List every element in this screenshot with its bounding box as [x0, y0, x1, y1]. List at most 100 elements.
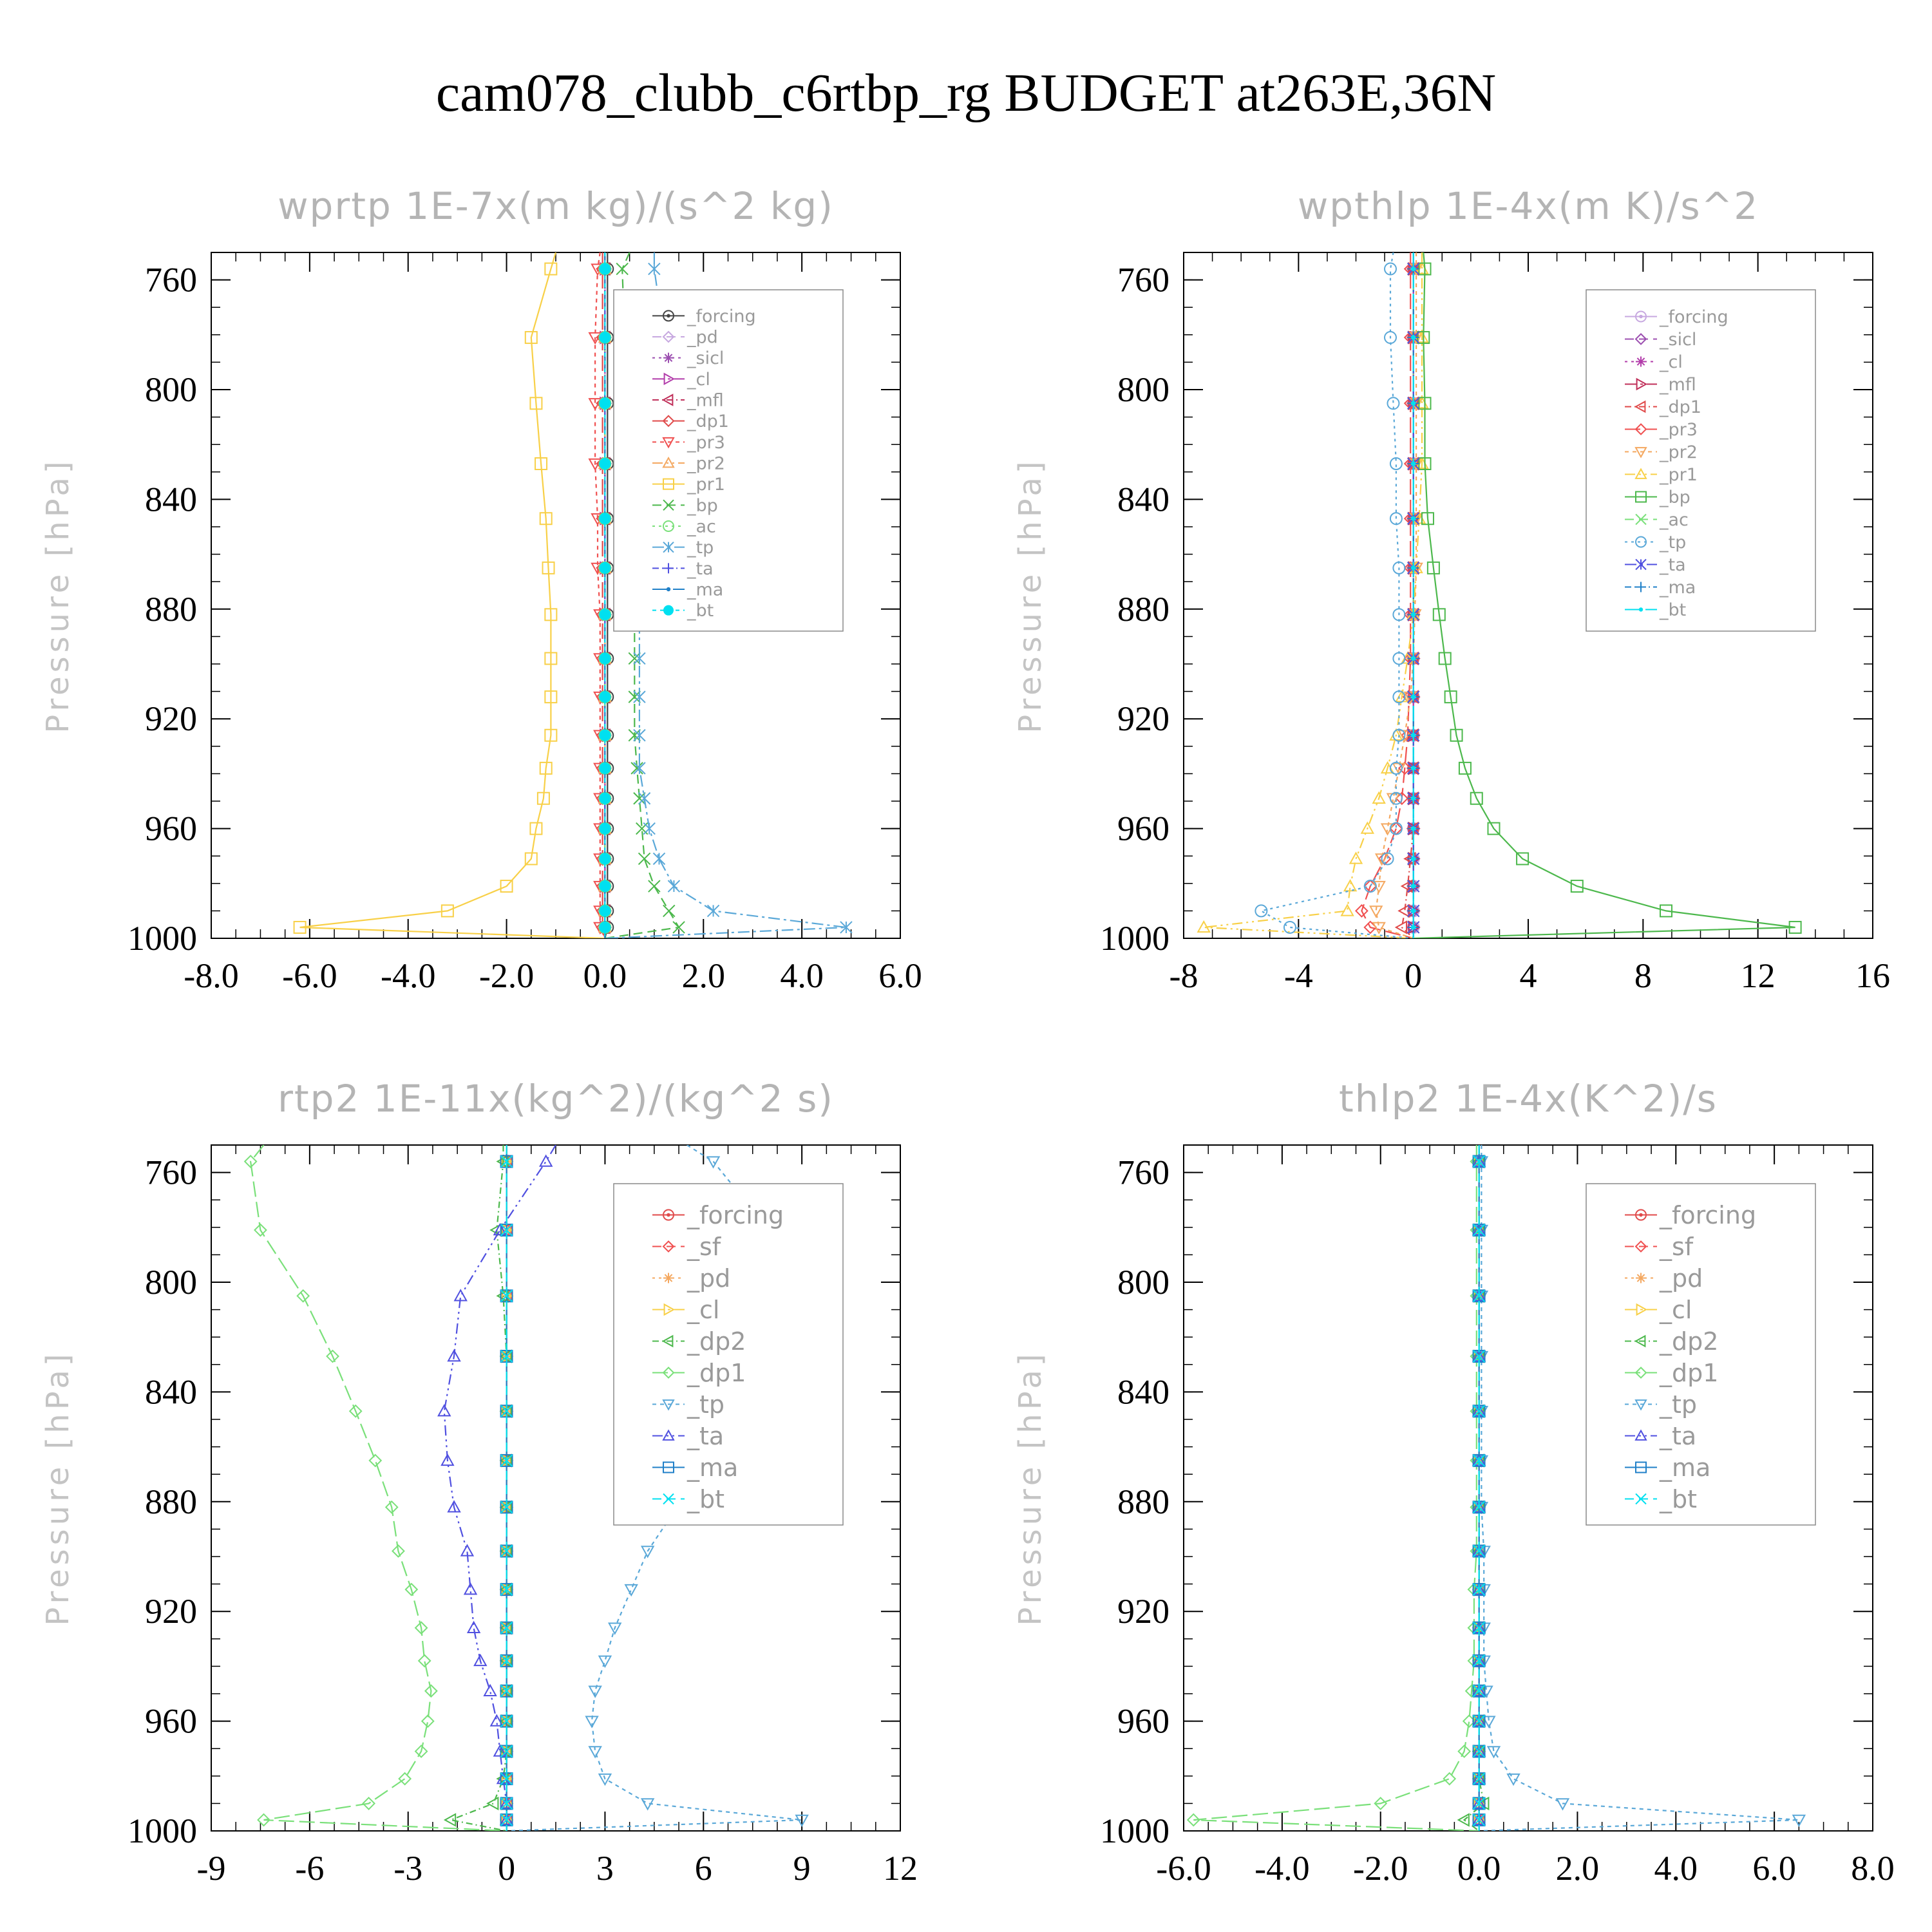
data-point — [1360, 821, 1375, 834]
data-point — [500, 1583, 513, 1596]
series-forcing — [601, 252, 614, 938]
data-point — [500, 1714, 513, 1728]
data-point — [447, 1500, 461, 1513]
legend-entry: _ma — [1659, 1454, 1710, 1482]
data-point — [1411, 826, 1416, 831]
data-point — [1472, 1583, 1486, 1596]
data-point — [421, 1714, 435, 1728]
legend-marker — [1635, 513, 1647, 526]
data-point — [706, 904, 720, 918]
x-tick-label: 0 — [1405, 956, 1422, 995]
data-point — [1472, 1405, 1486, 1417]
data-point — [706, 1156, 721, 1169]
data-point — [500, 1350, 513, 1363]
series-ta — [437, 1145, 556, 1831]
y-axis-label: Pressure [hPa] — [1012, 1350, 1048, 1625]
data-point — [440, 904, 454, 918]
chart-panel-4: thlp2 1E-4x(K^2)/s Pressure [hPa] 760 800 84… — [1012, 1077, 1895, 1888]
data-point — [473, 1653, 488, 1667]
legend-entry: _bp — [687, 496, 718, 516]
data-point — [398, 1772, 412, 1786]
data-point — [496, 1289, 509, 1303]
data-point — [1482, 1716, 1496, 1728]
data-point — [638, 852, 651, 866]
data-point — [544, 262, 558, 276]
y-axis-label: Pressure [hPa] — [40, 457, 76, 733]
series-bt — [1472, 1145, 1486, 1831]
data-point — [524, 331, 538, 345]
data-point — [588, 458, 602, 471]
data-point — [1411, 733, 1416, 738]
legend-marker — [663, 1461, 674, 1473]
data-point — [599, 691, 611, 703]
data-point — [648, 262, 661, 276]
data-point — [414, 1621, 428, 1635]
data-point — [500, 1544, 513, 1558]
data-point — [326, 1349, 339, 1363]
x-tick-label: 2.0 — [1556, 1849, 1600, 1888]
y-tick-label: 920 — [1117, 699, 1170, 738]
x-tick-label: 4.0 — [780, 956, 824, 995]
legend-entry: _cl — [687, 1296, 719, 1324]
legend-marker — [663, 605, 674, 616]
legend-marker — [662, 1367, 675, 1379]
legend-entry: _sicl — [1659, 330, 1696, 350]
legend-entry: _pd — [1659, 1264, 1703, 1293]
data-point — [257, 1813, 270, 1827]
data-point — [1197, 920, 1211, 933]
data-point — [1516, 852, 1530, 866]
data-point — [1472, 1544, 1486, 1558]
x-tick-label: 4 — [1520, 956, 1537, 995]
data-point — [1472, 1155, 1486, 1168]
data-point — [599, 762, 611, 774]
legend-marker — [1634, 423, 1647, 435]
data-point — [1411, 335, 1416, 340]
data-point — [1472, 1685, 1486, 1698]
data-point — [1421, 512, 1434, 526]
data-point — [348, 1404, 363, 1418]
legend-marker — [1635, 558, 1647, 571]
x-tick-label: -6.0 — [282, 956, 337, 995]
data-point — [500, 1501, 513, 1514]
y-tick-label: 760 — [145, 261, 197, 299]
data-point — [539, 512, 553, 526]
series-dp2 — [443, 1145, 512, 1831]
data-point — [795, 1814, 809, 1828]
data-point — [1443, 1772, 1457, 1786]
data-point — [1450, 728, 1463, 742]
data-point — [616, 262, 629, 276]
data-point — [598, 1773, 612, 1786]
legend-box — [1586, 1183, 1816, 1526]
legend-marker — [1634, 1429, 1647, 1441]
y-tick-label: 840 — [145, 1372, 197, 1411]
data-point — [544, 608, 558, 621]
data-point — [542, 561, 555, 574]
data-point — [544, 728, 558, 742]
data-point — [624, 1584, 638, 1597]
data-point — [1363, 880, 1377, 893]
x-tick-label: 3 — [596, 1849, 614, 1888]
data-point — [443, 1813, 457, 1827]
data-point — [1570, 880, 1584, 893]
data-point — [500, 1772, 513, 1785]
legend-entry: _ta — [687, 1422, 724, 1450]
data-point — [466, 1620, 481, 1633]
y-tick-label: 760 — [145, 1153, 197, 1192]
data-point — [630, 762, 643, 775]
legend-marker — [666, 587, 671, 592]
legend-marker — [663, 1303, 676, 1316]
data-point — [1372, 922, 1386, 935]
legend-box — [613, 289, 844, 632]
y-tick-label: 1000 — [128, 1812, 197, 1850]
data-point — [1479, 1685, 1493, 1698]
data-point — [486, 1796, 499, 1811]
series-tp — [1255, 252, 1414, 938]
data-point — [463, 1582, 478, 1595]
data-point — [1255, 904, 1268, 918]
legend-marker — [662, 1399, 675, 1411]
data-point — [1411, 694, 1416, 699]
data-point — [588, 398, 602, 411]
data-point — [599, 905, 611, 917]
legend-entry: _dp1 — [687, 412, 729, 431]
